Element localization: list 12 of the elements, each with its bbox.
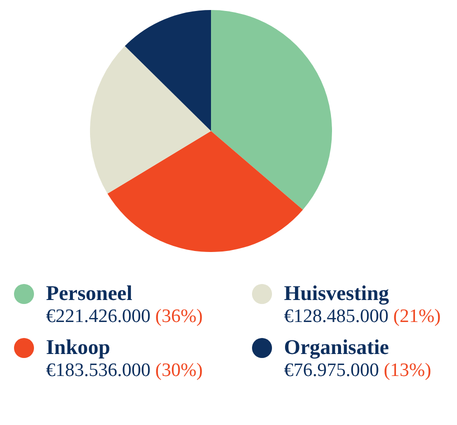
pie-slice bbox=[211, 10, 332, 210]
legend-label: Huisvesting bbox=[284, 280, 390, 306]
data-label: €221.426.000 (36%) bbox=[46, 306, 203, 327]
data-label: €183.536.000 (30%) bbox=[46, 360, 203, 381]
legend-label: Organisatie bbox=[284, 334, 390, 360]
pie-slice bbox=[90, 46, 211, 194]
data-label: €76.975.000 (13%) bbox=[284, 360, 432, 381]
data-label: €128.485.000 (21%) bbox=[284, 306, 441, 327]
legend-label: Personeel bbox=[46, 280, 134, 306]
legend-label: Inkoop bbox=[46, 334, 112, 360]
pie-slice bbox=[107, 131, 303, 252]
pie-slice bbox=[124, 10, 211, 131]
